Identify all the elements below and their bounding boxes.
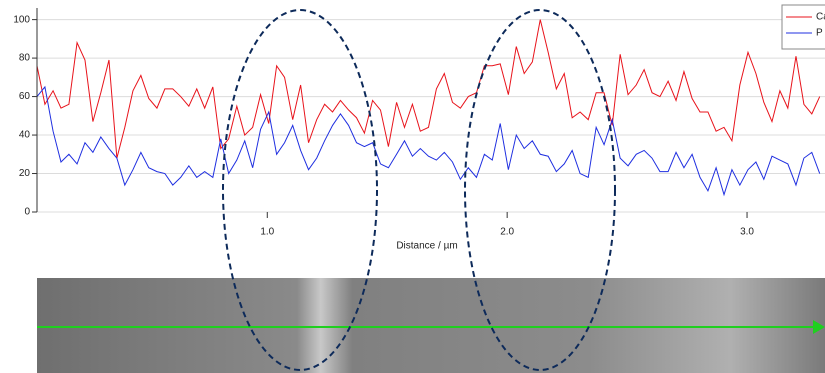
y-tick-label: 0 <box>24 207 30 218</box>
sem-image <box>37 278 825 373</box>
x-axis-label: Distance / µm <box>396 241 457 252</box>
x-tick-label: 3.0 <box>740 227 754 238</box>
legend-label: Ca <box>816 12 825 23</box>
y-tick-label: 100 <box>13 14 30 25</box>
plot <box>37 20 820 195</box>
x-tick-label: 2.0 <box>500 227 514 238</box>
y-tick-label: 80 <box>19 53 31 64</box>
chart: 0 20 40 60 80 100 1.0 2.0 3.0 Distance / µm Ca P <box>0 0 825 373</box>
legend-label: P <box>816 28 823 39</box>
y-tick-label: 20 <box>19 168 31 179</box>
series-line <box>37 20 820 159</box>
y-tick-label: 60 <box>19 91 31 102</box>
x-tick-label: 1.0 <box>260 227 274 238</box>
series-line <box>37 87 820 195</box>
y-tick-label: 40 <box>19 130 31 141</box>
legend: Ca P <box>782 5 825 49</box>
